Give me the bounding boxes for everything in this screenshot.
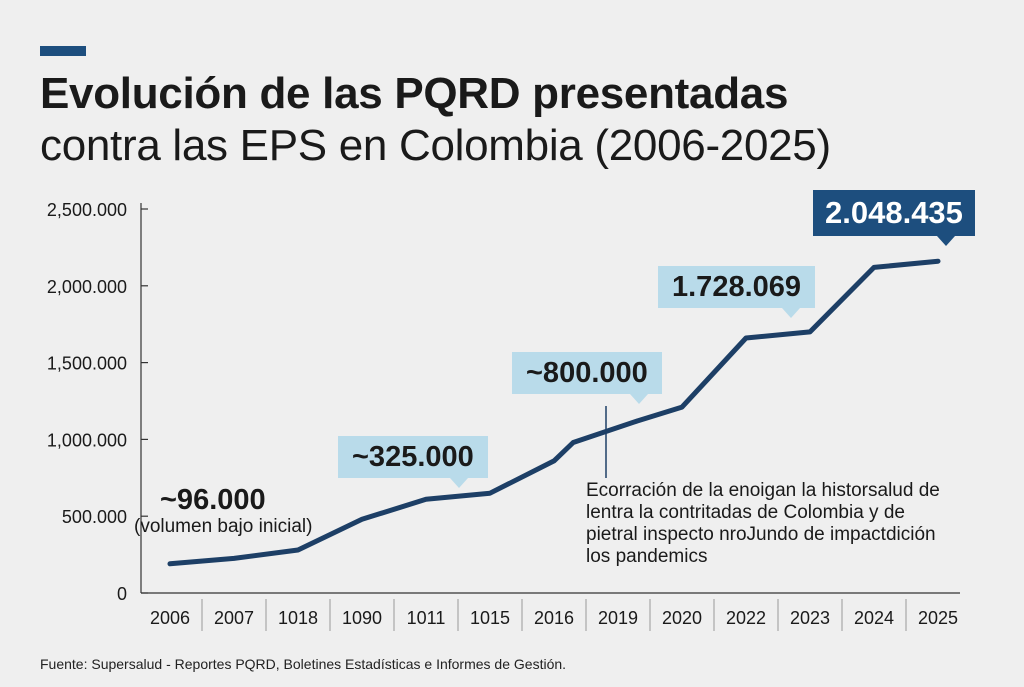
data-point (231, 556, 237, 561)
data-point (935, 259, 941, 264)
callout-800000: ~800.000 (512, 352, 662, 404)
y-tick-label: 500.000 (62, 507, 127, 527)
y-tick-label: 0 (117, 584, 127, 604)
data-point (635, 418, 640, 424)
x-tick-label: 2016 (534, 608, 574, 628)
y-tick-label: 1,000.000 (47, 430, 127, 450)
data-point (571, 440, 576, 445)
y-tick-label: 2,000.000 (47, 277, 127, 297)
x-tick-label: 1090 (342, 608, 382, 628)
callout-2048435: 2.048.435 (813, 190, 975, 246)
data-point (743, 335, 749, 341)
data-point (679, 404, 685, 410)
x-tick-label: 2024 (854, 608, 894, 628)
series-line (167, 258, 941, 567)
x-tick-label: 2025 (918, 608, 958, 628)
data-point (167, 561, 173, 567)
x-tick-label: 2007 (214, 608, 254, 628)
x-tick-label: 2006 (150, 608, 190, 628)
x-tick-label: 2019 (598, 608, 638, 628)
x-tick-label: 2022 (726, 608, 766, 628)
y-tick-label: 2,500.000 (47, 200, 127, 220)
source-note: Fuente: Supersalud - Reportes PQRD, Bole… (40, 656, 567, 672)
data-point (295, 547, 301, 553)
callout-start-note: (volumen bajo inicial) (134, 516, 313, 537)
x-tick-label: 2020 (662, 608, 702, 628)
y-tick-label: 1,500.000 (47, 354, 127, 374)
callout-start-value: ~96.000 (160, 484, 266, 516)
x-tick-label: 2023 (790, 608, 830, 628)
pandemic-annotation: Ecorración de la enoigan la historsalud … (586, 480, 940, 567)
data-point (487, 490, 493, 496)
data-point (359, 517, 365, 522)
x-tick-label: 1011 (407, 608, 446, 628)
data-point (551, 458, 557, 464)
x-tick-label: 1018 (278, 608, 318, 628)
data-point (423, 497, 429, 502)
chart-title: Evolución de las PQRD presentadas contra… (40, 68, 940, 172)
chart-title-line-1: Evolución de las PQRD presentadas (40, 69, 789, 118)
chart-title-line-2: contra las EPS en Colombia (2006-2025) (40, 121, 831, 170)
title-accent-bar (40, 46, 86, 56)
data-point (871, 265, 877, 270)
callout-1728069: 1.728.069 (658, 266, 816, 318)
x-tick-label: 1015 (470, 608, 510, 628)
data-point (807, 329, 813, 335)
callout-325000: ~325.000 (338, 436, 488, 488)
